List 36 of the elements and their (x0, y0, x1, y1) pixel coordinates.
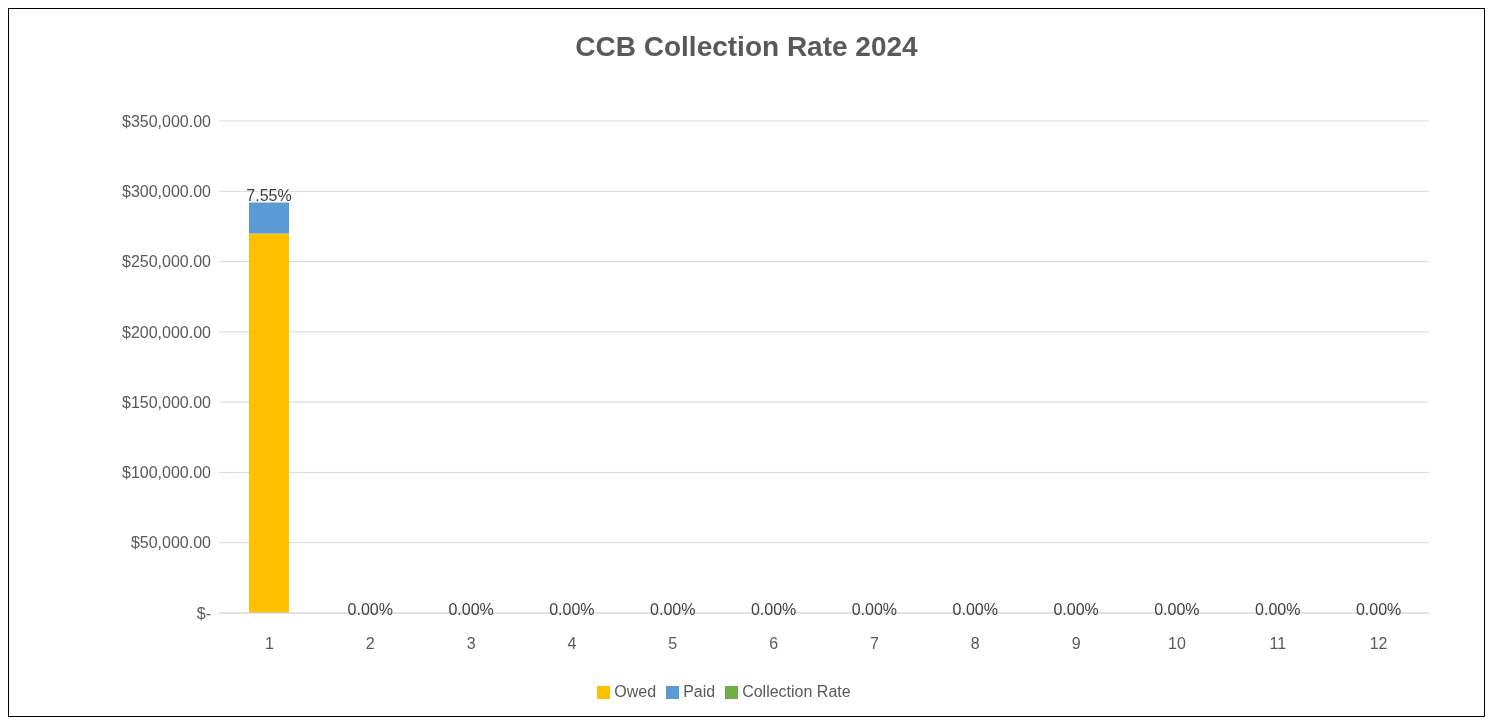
x-tick-label: 6 (769, 635, 779, 652)
y-tick-label: $350,000.00 (122, 112, 212, 130)
data-label: 0.00% (1154, 601, 1200, 618)
data-label: 0.00% (750, 601, 797, 618)
legend-label: Collection Rate (742, 683, 851, 700)
x-tick-label: 9 (1071, 635, 1081, 652)
data-label: 0.00% (650, 601, 696, 618)
data-label: 0.00% (347, 601, 393, 618)
y-tick-label: $150,000.00 (122, 393, 212, 411)
x-tick-label: 7 (869, 635, 879, 652)
x-tick-label: 8 (970, 635, 980, 652)
x-tick-label: 12 (1369, 635, 1388, 652)
data-label: 0.00% (851, 601, 898, 618)
x-tick-label: 11 (1269, 635, 1287, 652)
data-label: 7.55% (246, 186, 292, 204)
x-tick-label: 4 (567, 635, 577, 652)
data-label: 0.00% (1255, 601, 1301, 618)
legend-label: Paid (683, 683, 716, 700)
data-label: 0.00% (1355, 601, 1402, 618)
y-tick-label: $200,000.00 (122, 323, 212, 341)
y-tick-label: $- (196, 604, 211, 622)
data-label: 0.00% (448, 601, 494, 618)
y-tick-label: $100,000.00 (122, 464, 212, 482)
x-tick-label: 2 (365, 635, 375, 652)
y-tick-label: $300,000.00 (122, 182, 212, 200)
data-label: 0.00% (1053, 601, 1099, 618)
x-tick-label: 5 (668, 635, 678, 652)
y-tick-label: $50,000.00 (130, 534, 212, 552)
legend-label: Owed (614, 683, 657, 700)
y-tick-label: $250,000.00 (122, 253, 212, 271)
chart-title: CCB Collection Rate 2024 (574, 31, 919, 64)
x-tick-label: 3 (466, 635, 476, 652)
data-label: 0.00% (549, 601, 595, 618)
x-tick-label: 1 (264, 635, 274, 652)
x-tick-label: 10 (1168, 635, 1186, 652)
data-label: 0.00% (952, 601, 998, 618)
